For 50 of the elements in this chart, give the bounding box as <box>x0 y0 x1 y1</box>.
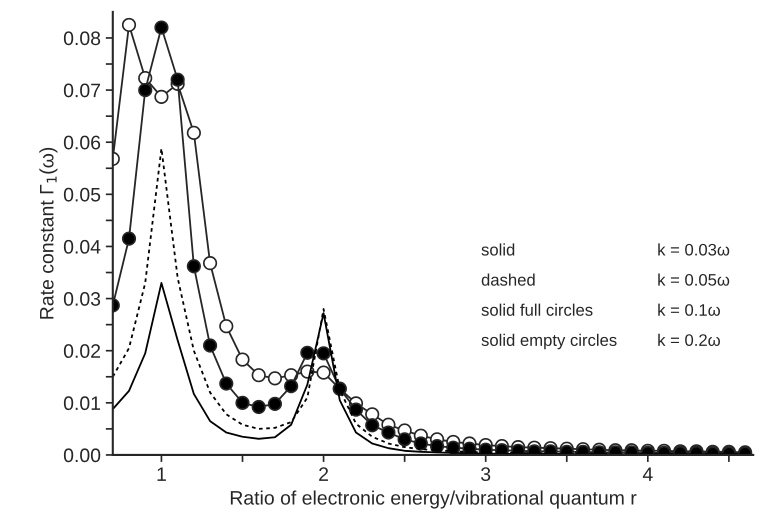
y-tick-label: 0.03 <box>64 292 100 306</box>
x-tick-label: 1 <box>158 467 166 481</box>
annotation: solid empty circles <box>482 334 617 350</box>
point <box>122 18 136 32</box>
point <box>186 126 201 140</box>
point <box>365 418 380 432</box>
point <box>348 402 364 417</box>
x-tick-label: 4 <box>642 467 653 481</box>
point <box>268 396 282 411</box>
point <box>154 20 169 35</box>
x-tick-label: 3 <box>481 467 490 482</box>
point <box>284 379 298 394</box>
y-tick-label: 0.00 <box>64 448 100 462</box>
annotation: k = 0.1ω <box>658 304 720 316</box>
annotation: solid full circles <box>482 304 593 316</box>
point <box>170 72 185 87</box>
point <box>154 90 169 104</box>
y-tick-label: 0.08 <box>64 31 100 46</box>
point <box>398 432 412 446</box>
point <box>381 425 396 440</box>
y-tick-label: 0.02 <box>64 344 100 358</box>
point <box>186 259 201 274</box>
annotation: k = 0.05ω <box>658 274 730 286</box>
point <box>235 396 250 410</box>
point <box>122 232 136 246</box>
y-tick-label: 0.01 <box>64 396 100 410</box>
point <box>219 376 234 391</box>
point <box>202 338 218 353</box>
annotation: k = 0.03ω <box>658 243 730 256</box>
point <box>268 371 282 386</box>
y-tick-label: 0.07 <box>64 84 100 98</box>
point <box>414 436 428 451</box>
point <box>202 256 218 270</box>
point <box>316 366 331 380</box>
y-tick-label: 0.05 <box>64 188 100 202</box>
annotation: dashed <box>482 274 535 286</box>
y-axis-title: Rate constant Γ$_{1}$(ω) <box>39 148 58 319</box>
y-tick-label: 0.06 <box>64 136 100 150</box>
annotation: solid <box>482 243 514 256</box>
annotation: k = 0.2ω <box>658 334 720 346</box>
x-tick-label: 2 <box>319 467 328 481</box>
x-axis-title: Ratio of electronic energy/vibrational quantum r <box>230 490 636 509</box>
point <box>252 400 266 414</box>
y-tick-label: 0.04 <box>64 240 100 254</box>
point <box>300 346 314 360</box>
point <box>316 346 331 360</box>
point <box>138 82 152 98</box>
point <box>219 319 234 334</box>
point <box>235 352 250 367</box>
point <box>252 368 266 382</box>
